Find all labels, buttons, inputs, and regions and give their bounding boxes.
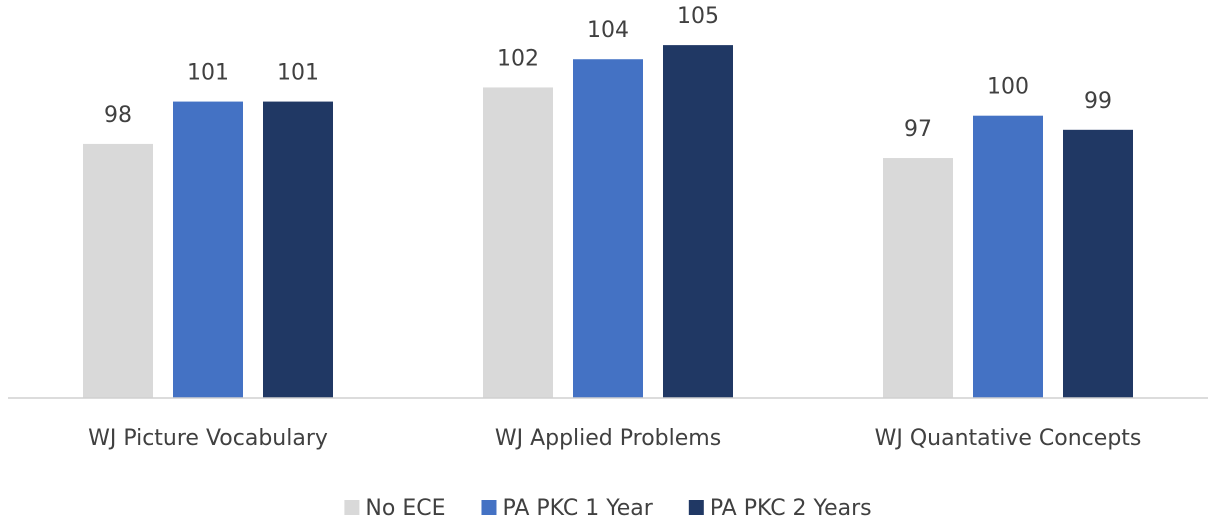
data-label: 100 <box>987 75 1029 100</box>
data-label: 102 <box>497 46 539 71</box>
data-label: 99 <box>1084 89 1112 114</box>
legend-swatch <box>344 500 360 515</box>
data-label: 98 <box>104 103 132 128</box>
bar <box>973 115 1043 398</box>
data-label: 101 <box>277 61 319 86</box>
legend-label: PA PKC 1 Year <box>502 496 653 521</box>
bar <box>173 101 243 399</box>
x-tick-label: WJ Quantative Concepts <box>875 426 1142 451</box>
data-label: 104 <box>587 18 629 43</box>
bar <box>663 45 733 398</box>
bar <box>573 59 643 398</box>
legend-label: No ECE <box>365 496 445 521</box>
legend-swatch <box>688 500 704 515</box>
data-label: 105 <box>677 4 719 29</box>
bar <box>83 143 153 398</box>
x-tick-label: WJ Applied Problems <box>495 426 721 451</box>
bar <box>263 101 333 399</box>
legend-swatch <box>481 500 497 515</box>
bar <box>883 158 953 398</box>
bar <box>483 87 553 398</box>
x-tick-label: WJ Picture Vocabulary <box>88 426 328 451</box>
data-label: 97 <box>904 117 932 142</box>
legend-label: PA PKC 2 Years <box>710 496 872 521</box>
bar <box>1063 129 1133 399</box>
data-label: 101 <box>187 61 229 86</box>
